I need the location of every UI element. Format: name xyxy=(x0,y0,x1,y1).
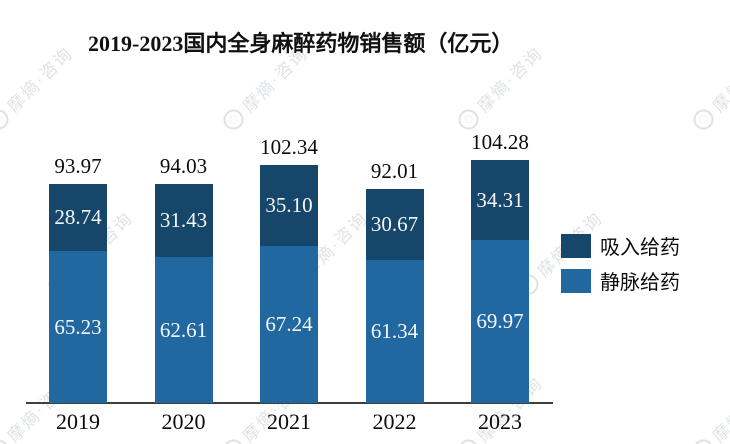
segment-value-label: 30.67 xyxy=(370,211,419,236)
x-axis-tick-label: 2023 xyxy=(478,409,522,434)
x-axis-tick-label: 2020 xyxy=(161,409,206,434)
segment-value-label: 62.61 xyxy=(159,317,208,342)
legend-item-静脉给药: 静脉给药 xyxy=(561,266,680,295)
total-value-label: 94.03 xyxy=(159,153,208,178)
stacked-bar-2020: 31.43 62.61 xyxy=(154,183,213,403)
bar-segment-静脉给药: 65.23 xyxy=(49,251,107,403)
segment-value-label: 28.74 xyxy=(54,205,102,230)
bar-segment-静脉给药: 61.34 xyxy=(365,260,424,403)
stacked-bar-2023: 34.31 69.97 xyxy=(471,160,529,403)
segment-value-label: 67.24 xyxy=(265,312,313,337)
segment-value-label: 69.97 xyxy=(476,308,524,333)
stacked-bar-2021: 35.10 67.24 xyxy=(260,164,318,403)
segment-value-label: 61.34 xyxy=(370,319,419,344)
legend-label: 吸入给药 xyxy=(600,237,680,259)
stacked-bar-2019: 28.74 65.23 xyxy=(49,184,107,403)
bar-segment-静脉给药: 69.97 xyxy=(471,239,529,403)
total-value-label: 93.97 xyxy=(54,154,102,179)
bar-segment-吸入给药: 34.31 xyxy=(471,160,529,240)
total-value-label: 92.01 xyxy=(370,158,419,183)
total-value-label: 104.28 xyxy=(471,130,529,155)
segment-value-label: 35.10 xyxy=(265,192,313,217)
segment-value-label: 65.23 xyxy=(54,314,102,339)
x-axis-tick-label: 2021 xyxy=(267,409,311,434)
bar-segment-静脉给药: 67.24 xyxy=(260,246,318,403)
legend-swatch-icon xyxy=(561,233,591,258)
legend-item-吸入给药: 吸入给药 xyxy=(561,231,680,260)
x-axis-tick-label: 2022 xyxy=(372,409,417,434)
segment-value-label: 31.43 xyxy=(159,208,208,232)
bar-segment-吸入给药: 31.43 xyxy=(154,183,213,258)
legend-swatch-icon xyxy=(561,268,591,293)
legend: 吸入给药 静脉给药 xyxy=(561,231,680,295)
stacked-bar-2022: 30.67 61.34 xyxy=(365,188,424,403)
total-value-label: 102.34 xyxy=(260,134,318,159)
x-axis-tick-label: 2019 xyxy=(56,409,100,434)
bar-segment-静脉给药: 62.61 xyxy=(154,257,213,403)
bar-segment-吸入给药: 30.67 xyxy=(365,188,424,261)
bar-segment-吸入给药: 35.10 xyxy=(260,164,318,247)
bar-segment-吸入给药: 28.74 xyxy=(49,184,107,252)
legend-label: 静脉给药 xyxy=(600,272,680,294)
x-axis-line xyxy=(26,402,553,404)
segment-value-label: 34.31 xyxy=(476,187,524,212)
chart-title: 2019-2023国内全身麻醉药物销售额（亿元） xyxy=(88,31,514,56)
